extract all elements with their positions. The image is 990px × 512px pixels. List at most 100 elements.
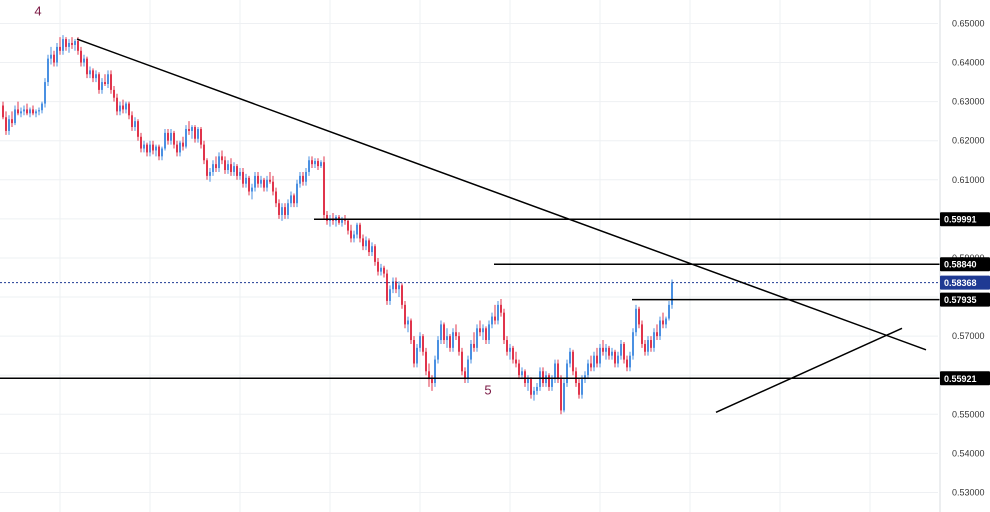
candle xyxy=(206,158,208,180)
y-tick-label: 0.65000 xyxy=(952,18,985,28)
candle-body xyxy=(515,359,517,364)
candle xyxy=(416,343,418,368)
candle-body xyxy=(41,103,43,111)
y-tick-label: 0.55000 xyxy=(952,409,985,419)
candle-body xyxy=(17,109,19,114)
candle-body xyxy=(536,386,538,391)
candle xyxy=(119,101,121,116)
candle xyxy=(146,142,148,157)
candle-body xyxy=(494,316,496,321)
candle xyxy=(233,162,235,176)
candle xyxy=(26,103,28,116)
candle xyxy=(668,300,670,321)
candle xyxy=(560,375,562,415)
candle xyxy=(248,175,250,196)
candle xyxy=(413,336,415,368)
candle-body xyxy=(308,160,310,172)
candle xyxy=(74,39,76,51)
candle xyxy=(176,140,178,157)
candle xyxy=(644,340,646,356)
candle-body xyxy=(137,121,139,137)
candle xyxy=(629,351,631,372)
candle-body xyxy=(224,160,226,171)
candle-body xyxy=(296,183,298,204)
candle-body xyxy=(260,179,262,184)
candle xyxy=(284,203,286,219)
candle xyxy=(593,351,595,372)
candle-body xyxy=(131,115,133,128)
candle-body xyxy=(620,343,622,356)
level-price-tag-bg xyxy=(940,371,990,386)
candle-body xyxy=(107,74,109,85)
candle-body xyxy=(623,343,625,360)
candle-body xyxy=(2,105,4,118)
candle xyxy=(359,222,361,243)
candle xyxy=(68,39,70,53)
candle-body xyxy=(98,74,100,90)
horizontal-levels xyxy=(0,218,940,380)
candle-body xyxy=(566,363,568,384)
candle-body xyxy=(647,340,649,352)
candle xyxy=(656,324,658,341)
candle xyxy=(401,283,403,309)
candle xyxy=(500,298,502,317)
candle-body xyxy=(317,161,319,167)
candle-body xyxy=(428,371,430,380)
candle xyxy=(428,363,430,387)
candle xyxy=(134,117,136,131)
candle xyxy=(671,279,673,309)
candle-body xyxy=(557,363,559,380)
candle xyxy=(488,320,490,344)
candle-body xyxy=(305,171,307,182)
candle xyxy=(158,144,160,161)
candle xyxy=(494,304,496,325)
candle xyxy=(203,140,205,165)
candle xyxy=(62,35,64,55)
candle xyxy=(410,318,412,344)
wave-label: 5 xyxy=(484,383,491,398)
candle-body xyxy=(242,171,244,184)
candle-body xyxy=(236,166,238,176)
candle xyxy=(125,101,127,114)
candle xyxy=(218,152,220,172)
candle xyxy=(419,332,421,352)
candle xyxy=(251,183,253,200)
candle xyxy=(59,37,61,55)
candle xyxy=(335,214,337,227)
candle-body xyxy=(263,179,265,188)
candle-body xyxy=(23,109,25,112)
candle xyxy=(32,105,34,116)
candle-body xyxy=(431,379,433,384)
candle xyxy=(365,236,367,251)
candle-body xyxy=(284,207,286,215)
candle-body xyxy=(164,132,166,149)
candle-body xyxy=(182,142,184,147)
candle-body xyxy=(59,46,61,51)
trendline-rising-support xyxy=(715,327,903,414)
candle xyxy=(305,168,307,186)
candle xyxy=(440,320,442,344)
candle-body xyxy=(608,347,610,356)
candle xyxy=(281,203,283,221)
candle xyxy=(434,355,436,387)
candle-body xyxy=(293,195,295,204)
candle xyxy=(188,121,190,135)
candle-body xyxy=(56,46,58,63)
candle-body xyxy=(281,207,283,215)
candle-body xyxy=(128,103,130,116)
candle xyxy=(641,320,643,348)
candle-body xyxy=(638,308,640,325)
candle-body xyxy=(479,328,481,333)
candle-body xyxy=(248,177,250,192)
level-price-tag-label: 0.58840 xyxy=(944,260,977,270)
wave-labels: 45 xyxy=(34,4,491,398)
candle xyxy=(71,37,73,49)
candle xyxy=(380,263,382,276)
candle xyxy=(263,177,265,192)
candle-body xyxy=(419,336,421,348)
candle xyxy=(647,336,649,356)
candle xyxy=(398,281,400,298)
candle-body xyxy=(356,224,358,235)
candle-body xyxy=(449,336,451,348)
